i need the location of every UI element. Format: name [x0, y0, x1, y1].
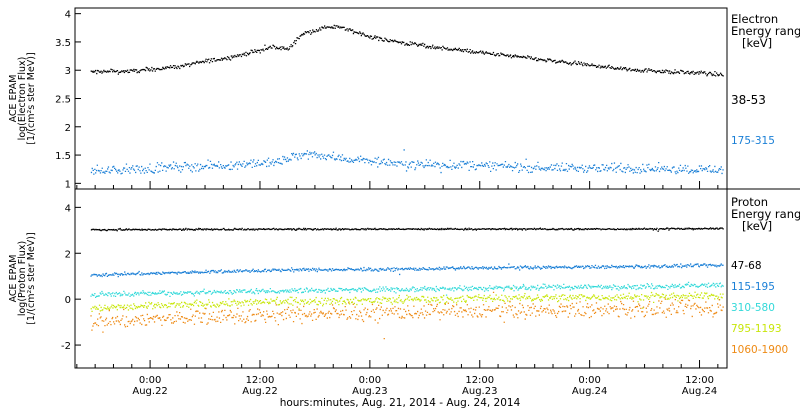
x-tick-date: Aug.24 [572, 386, 607, 397]
x-tick-time: 0:00 [139, 375, 161, 386]
legend-subtitle: Energy ranges [731, 24, 800, 38]
y-axis-label: log(Electron Flux) [17, 57, 28, 141]
y-tick-label: 4 [65, 10, 71, 21]
legend-entry: 795-1193 [731, 323, 782, 335]
legend-entry: 175-315 [731, 135, 775, 147]
series-points-115-195 [90, 263, 724, 278]
y-tick-label: -2 [61, 341, 71, 352]
y-tick-label: 2 [65, 123, 71, 134]
legend-entry: 115-195 [731, 281, 775, 293]
y-tick-label: 1.5 [55, 151, 71, 162]
legend-units: [keV] [742, 36, 772, 50]
series-points-310-580 [90, 281, 724, 298]
data-marks [90, 24, 724, 340]
x-tick-date: Aug.23 [462, 386, 497, 397]
legend-entry: 47-68 [731, 260, 762, 272]
x-tick-time: 12:00 [465, 375, 494, 386]
x-tick-time: 12:00 [246, 375, 275, 386]
series-310-580 [90, 281, 724, 298]
y-tick-label: 2 [65, 249, 71, 260]
legend-entry: 1060-1900 [731, 344, 788, 356]
series-38-53 [90, 24, 724, 77]
y-tick-label: 3 [65, 66, 71, 77]
y-tick-label: 4 [65, 203, 71, 214]
legend-entry: 38-53 [731, 93, 766, 107]
y-axis-label: [1/(cm²s ster MeV)] [26, 52, 37, 144]
legend-units: [keV] [742, 219, 772, 233]
series-points-47-68 [90, 227, 724, 232]
x-tick-date: Aug.22 [132, 386, 167, 397]
x-tick-date: Aug.24 [682, 386, 717, 397]
x-tick-date: Aug.23 [352, 386, 387, 397]
x-tick-time: 12:00 [685, 375, 714, 386]
legend-title: Electron [731, 12, 778, 26]
x-axis-title: hours:minutes, Aug. 21, 2014 - Aug. 24, … [280, 397, 521, 409]
y-axis-label: ACE EPAM [8, 255, 19, 303]
y-axis-label: log(Proton Flux) [17, 241, 28, 316]
legend-subtitle: Energy ranges [731, 207, 800, 221]
legend-title: Proton [731, 195, 768, 209]
series-115-195 [90, 263, 724, 278]
legend-entry: 310-580 [731, 302, 775, 314]
series-points-38-53 [90, 24, 724, 77]
x-tick-time: 0:00 [359, 375, 381, 386]
series-points-175-315 [90, 149, 724, 175]
series-175-315 [90, 149, 724, 175]
x-tick-time: 0:00 [578, 375, 600, 386]
y-tick-label: 3.5 [55, 38, 71, 49]
y-tick-label: 2.5 [55, 95, 71, 106]
chart-frame [74, 7, 800, 369]
y-axis-label: [1/(cm²s ster MeV)] [26, 232, 37, 324]
y-tick-label: 0 [65, 295, 71, 306]
y-tick-label: 1 [65, 179, 71, 190]
y-axis-label: ACE EPAM [8, 75, 19, 123]
plot-border [74, 7, 728, 369]
series-47-68 [90, 227, 724, 232]
x-tick-date: Aug.22 [242, 386, 277, 397]
